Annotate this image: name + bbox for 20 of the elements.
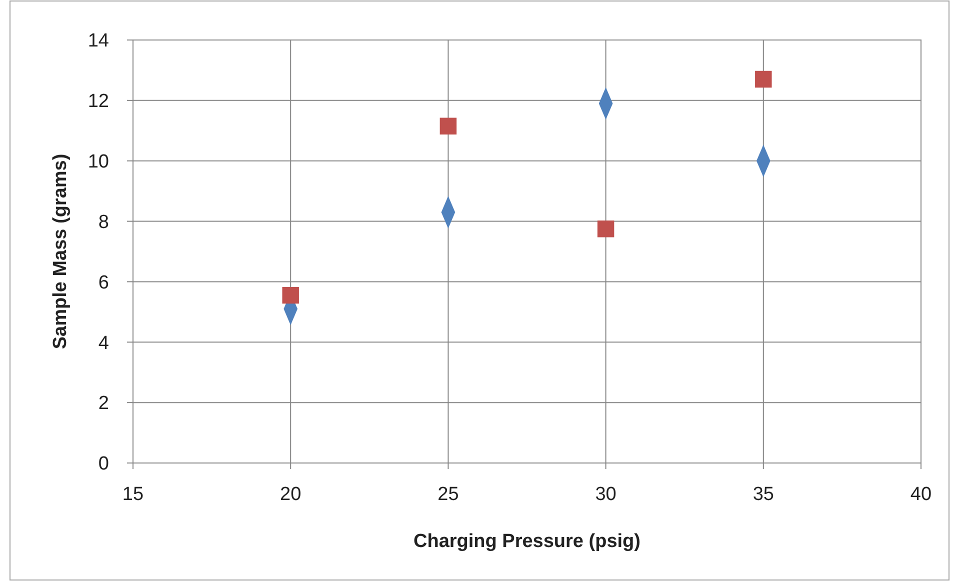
x-tick-label: 40 xyxy=(910,484,932,505)
x-tick-label: 30 xyxy=(595,484,616,505)
y-tick-label: 0 xyxy=(98,454,109,475)
x-axis-title: Charging Pressure (psig) xyxy=(414,531,640,552)
y-tick-label: 12 xyxy=(88,91,109,112)
y-axis-title: Sample Mass (grams) xyxy=(50,154,71,350)
x-tick-label: 35 xyxy=(752,484,774,505)
point xyxy=(440,118,457,134)
x-tick-label: 25 xyxy=(438,484,459,505)
y-tick-label: 10 xyxy=(88,152,109,173)
y-tick-label: 6 xyxy=(98,272,109,294)
point xyxy=(597,220,614,238)
y-tick-label: 2 xyxy=(98,393,109,414)
y-tick-label: 4 xyxy=(98,332,110,354)
x-tick-label: 15 xyxy=(122,484,144,505)
point xyxy=(282,286,299,304)
y-tick-label: 14 xyxy=(88,30,110,52)
point xyxy=(755,70,772,88)
y-tick-label: 8 xyxy=(98,212,109,233)
x-tick-label: 20 xyxy=(280,484,302,505)
